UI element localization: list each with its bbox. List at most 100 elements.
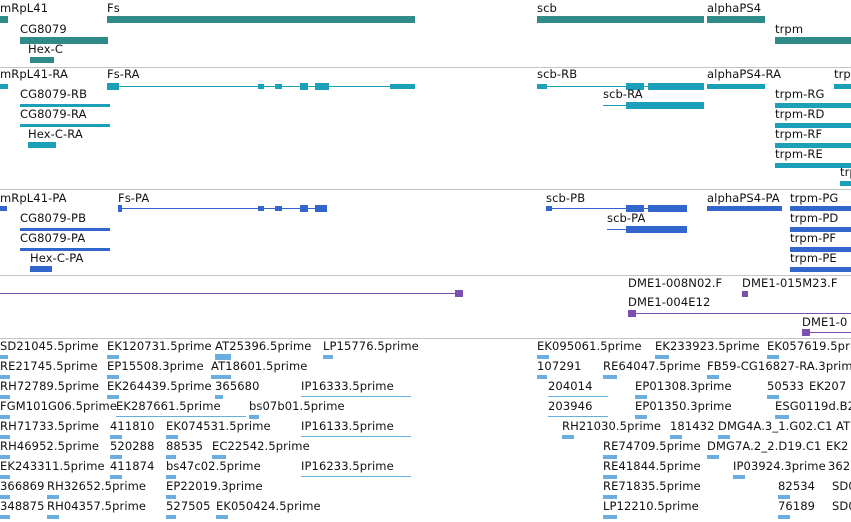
gene-label-mRpL41[interactable]: mRpL41 bbox=[0, 1, 49, 15]
est-label[interactable]: RE21745.5prime bbox=[0, 359, 98, 373]
transcript-label-trp-2[interactable]: trp bbox=[840, 165, 851, 179]
est-bar[interactable] bbox=[767, 395, 779, 399]
est-label[interactable]: EP22019.3prime bbox=[166, 479, 263, 493]
protein-line-alphaPS4-PA[interactable] bbox=[707, 206, 782, 211]
est-bar[interactable] bbox=[110, 455, 122, 459]
clone-label-DME1-0[interactable]: DME1-0 bbox=[802, 315, 848, 329]
est-label[interactable]: 365680 bbox=[215, 379, 260, 393]
transcript-label-Hex-C-RA[interactable]: Hex-C-RA bbox=[28, 127, 83, 141]
est-label[interactable]: RH72789.5prime bbox=[0, 379, 100, 393]
protein-line-trpm-PG[interactable] bbox=[790, 206, 851, 211]
est-bar[interactable] bbox=[212, 455, 226, 459]
transcript-line-mRpL41-RA[interactable] bbox=[0, 84, 8, 89]
est-bar[interactable] bbox=[215, 354, 231, 360]
est-label[interactable]: AT18601.5prime bbox=[211, 359, 308, 373]
transcript-label-trp[interactable]: trp bbox=[834, 67, 851, 81]
transcript-label-CG8079-RA[interactable]: CG8079-RA bbox=[20, 107, 87, 121]
est-bar[interactable] bbox=[635, 415, 647, 419]
protein-line-trpm-PD[interactable] bbox=[790, 227, 851, 232]
est-label[interactable]: 88535 bbox=[166, 439, 204, 453]
protein-label-trpm-PF[interactable]: trpm-PF bbox=[790, 231, 837, 245]
est-label[interactable]: RH21030.5prime bbox=[562, 419, 662, 433]
est-bar[interactable] bbox=[0, 435, 10, 439]
est-bar[interactable] bbox=[216, 515, 228, 519]
est-label[interactable]: EK2 bbox=[826, 439, 849, 453]
protein-line-CG8079-PA[interactable] bbox=[20, 248, 110, 251]
protein-line-Hex-C-PA[interactable] bbox=[30, 266, 52, 272]
clone-label-DME1-008N02.F[interactable]: DME1-008N02.F bbox=[628, 276, 723, 290]
transcript-line-trpm-RF[interactable] bbox=[775, 143, 851, 148]
est-bar[interactable] bbox=[166, 435, 178, 439]
clone-line-DME1-004E12[interactable] bbox=[628, 313, 851, 314]
est-bar[interactable] bbox=[548, 416, 608, 417]
est-label[interactable]: AT25396.5prime bbox=[215, 339, 312, 353]
est-bar[interactable] bbox=[0, 475, 10, 479]
protein-label-CG8079-PB[interactable]: CG8079-PB bbox=[20, 211, 87, 225]
transcript-line-trpm-RE[interactable] bbox=[775, 163, 851, 168]
est-label[interactable]: 203946 bbox=[548, 399, 593, 413]
est-bar[interactable] bbox=[107, 375, 119, 379]
est-label[interactable]: EK233923.5prime bbox=[655, 339, 760, 353]
est-bar[interactable] bbox=[107, 395, 119, 399]
gene-bar-Hex-C[interactable] bbox=[30, 57, 54, 63]
est-label[interactable]: SD0 bbox=[832, 479, 851, 493]
est-bar[interactable] bbox=[635, 395, 647, 399]
protein-line-CG8079-PB[interactable] bbox=[20, 228, 110, 231]
est-bar[interactable] bbox=[670, 435, 682, 439]
est-label[interactable]: RH46952.5prime bbox=[0, 439, 100, 453]
est-label[interactable]: EP01308.3prime bbox=[635, 379, 732, 393]
est-bar[interactable] bbox=[166, 475, 176, 479]
est-label[interactable]: 107291 bbox=[537, 359, 582, 373]
est-bar[interactable] bbox=[655, 355, 669, 359]
protein-label-alphaPS4-PA[interactable]: alphaPS4-PA bbox=[707, 191, 780, 205]
est-bar[interactable] bbox=[211, 375, 231, 379]
clone-line-DME1-0[interactable] bbox=[802, 332, 851, 333]
est-label[interactable]: IP16333.5prime bbox=[301, 379, 394, 393]
protein-label-Hex-C-PA[interactable]: Hex-C-PA bbox=[30, 251, 84, 265]
transcript-label-trpm-RG[interactable]: trpm-RG bbox=[775, 87, 825, 101]
est-bar[interactable] bbox=[0, 395, 10, 399]
est-label[interactable]: 76189 bbox=[778, 499, 816, 513]
est-bar[interactable] bbox=[0, 495, 10, 499]
est-bar[interactable] bbox=[718, 435, 730, 439]
est-bar[interactable] bbox=[0, 415, 10, 419]
est-bar[interactable] bbox=[562, 435, 574, 439]
clone-label-DME1-004E12[interactable]: DME1-004E12 bbox=[628, 295, 711, 309]
gene-bar-mRpL41[interactable] bbox=[0, 16, 8, 23]
est-label[interactable]: 362 bbox=[828, 459, 851, 473]
clone-label-DME1-015M23.F[interactable]: DME1-015M23.F bbox=[742, 276, 838, 290]
est-label[interactable]: RH32652.5prime bbox=[47, 479, 147, 493]
est-label[interactable]: bs47c02.5prime bbox=[166, 459, 261, 473]
est-label[interactable]: LP12210.5prime bbox=[603, 499, 699, 513]
est-bar[interactable] bbox=[323, 355, 333, 359]
est-label[interactable]: SD0 bbox=[832, 499, 851, 513]
est-label[interactable]: FB59-CG16827-RA.3prime bbox=[707, 359, 851, 373]
est-label[interactable]: 411874 bbox=[110, 459, 155, 473]
est-label[interactable]: DMG4A.3_1.G02.C1 bbox=[718, 419, 833, 433]
est-bar[interactable] bbox=[775, 415, 789, 419]
gene-label-alphaPS4[interactable]: alphaPS4 bbox=[707, 1, 762, 15]
gene-bar-scb[interactable] bbox=[537, 16, 704, 23]
est-label[interactable]: IP03924.3prime bbox=[733, 459, 826, 473]
transcript-line-CG8079-RB[interactable] bbox=[20, 104, 110, 107]
protein-line-Fs-PA[interactable] bbox=[118, 208, 327, 209]
transcript-line-alphaPS4-RA[interactable] bbox=[707, 84, 765, 89]
transcript-label-scb-RB[interactable]: scb-RB bbox=[537, 67, 578, 81]
transcript-label-trpm-RD[interactable]: trpm-RD bbox=[775, 107, 825, 121]
est-bar[interactable] bbox=[0, 355, 8, 359]
transcript-label-CG8079-RB[interactable]: CG8079-RB bbox=[20, 87, 88, 101]
protein-label-scb-PA[interactable]: scb-PA bbox=[607, 211, 646, 225]
est-bar[interactable] bbox=[166, 495, 176, 499]
est-label[interactable]: EK243311.5prime bbox=[0, 459, 105, 473]
transcript-line-scb-RB[interactable] bbox=[537, 86, 704, 87]
est-label[interactable]: FGM101G06.5prime bbox=[0, 399, 118, 413]
est-label[interactable]: EK120731.5prime bbox=[107, 339, 212, 353]
est-label[interactable]: 82534 bbox=[778, 479, 816, 493]
est-label[interactable]: EP15508.3prime bbox=[107, 359, 204, 373]
transcript-line-trp[interactable] bbox=[834, 84, 851, 89]
gene-label-trpm[interactable]: trpm bbox=[775, 22, 804, 36]
est-bar[interactable] bbox=[778, 495, 790, 499]
est-bar[interactable] bbox=[110, 475, 122, 479]
transcript-label-trpm-RE[interactable]: trpm-RE bbox=[775, 147, 823, 161]
est-label[interactable]: RH71733.5prime bbox=[0, 419, 100, 433]
